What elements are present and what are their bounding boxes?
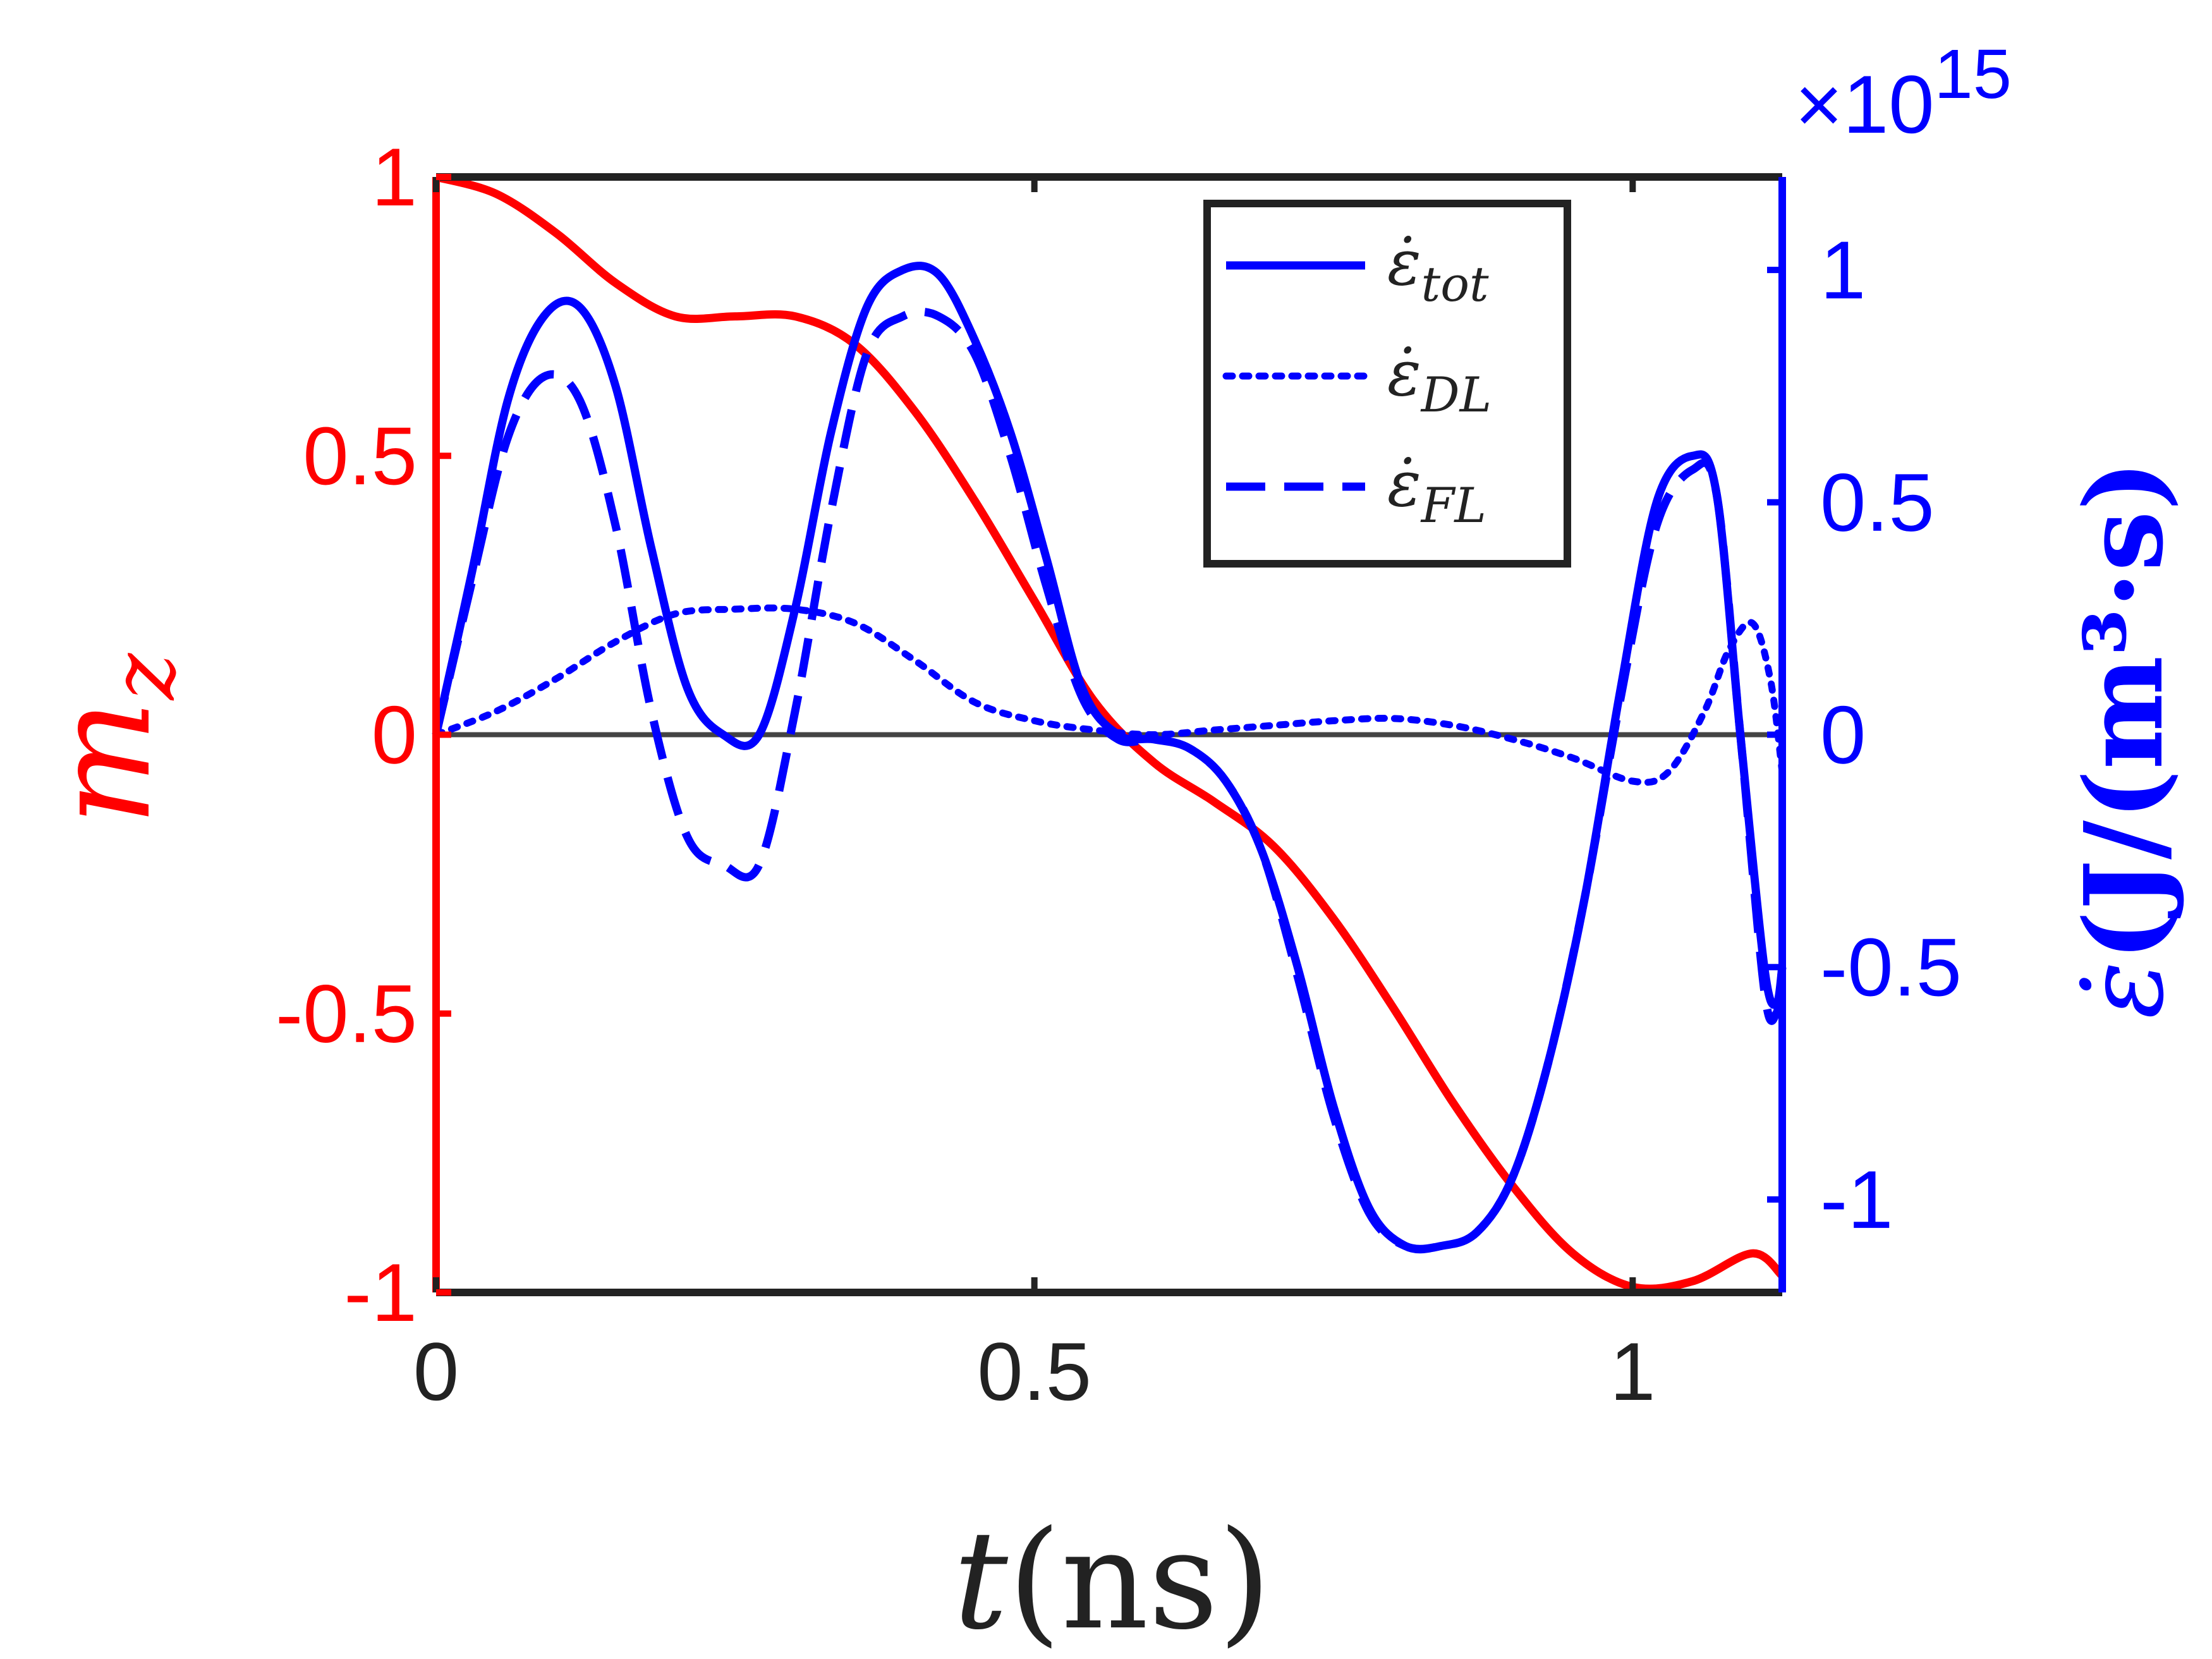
y-left-axis-title: mz: [25, 652, 195, 825]
legend-symbol: ε̇: [1387, 336, 1421, 410]
y-left-variable: m: [25, 700, 180, 825]
tick-labels: 0 0.5 1 -1 -0.5 0 0.5 1 -1 -0.5 0 0.5 1: [276, 131, 1962, 1418]
legend-label: ε̇tot: [1387, 226, 1489, 312]
series-line-tot: [432, 262, 1787, 1254]
legend-subscript: DL: [1420, 367, 1492, 423]
y-right-exponent-label: ×1015: [1795, 35, 2012, 150]
legend-symbol: ε̇: [1387, 226, 1421, 300]
legend-subscript: tot: [1421, 256, 1489, 312]
plot-series: [432, 173, 1787, 1293]
legend-symbol: ε̇: [1387, 447, 1421, 521]
legend-subscript: FL: [1420, 477, 1486, 533]
y-right-symbol: ε̇: [2062, 961, 2187, 1019]
series-line-dl: [432, 604, 1786, 786]
y-right-axis-title: ε̇(J/(m³·s): [2061, 460, 2187, 1019]
y-right-exponent-power: 15: [1935, 35, 2012, 113]
x-tick-label: 0: [413, 1325, 459, 1418]
series-line-fl: [432, 307, 1787, 1253]
x-tick-label: 0.5: [977, 1325, 1091, 1418]
y-right-tick-label: 0.5: [1820, 456, 1935, 549]
y-right-tick-label: 0: [1820, 689, 1866, 781]
legend-label: ε̇DL: [1387, 336, 1492, 423]
y-right-tick-label: -1: [1820, 1153, 1893, 1246]
x-axis-title: t(ns): [954, 1501, 1272, 1659]
x-tick-label: 1: [1610, 1325, 1655, 1418]
legend-label: ε̇FL: [1387, 447, 1486, 533]
y-left-tick-label: -1: [344, 1246, 417, 1339]
x-axis-variable: t: [954, 1501, 1009, 1659]
y-left-tick-label: 0.5: [303, 410, 417, 502]
x-axis-unit: (ns): [1008, 1501, 1272, 1659]
y-left-tick-label: 1: [372, 131, 417, 223]
y-right-tick-label: 1: [1820, 224, 1866, 316]
y-left-tick-label: -0.5: [276, 968, 417, 1060]
y-right-unit: (J/(m³·s): [2061, 460, 2187, 961]
y-right-exponent-base: ×10: [1795, 58, 1935, 150]
tick-marks: [433, 174, 1782, 1296]
y-left-tick-label: 0: [372, 689, 417, 781]
y-right-tick-label: -0.5: [1820, 921, 1962, 1013]
y-left-subscript: z: [92, 652, 195, 701]
